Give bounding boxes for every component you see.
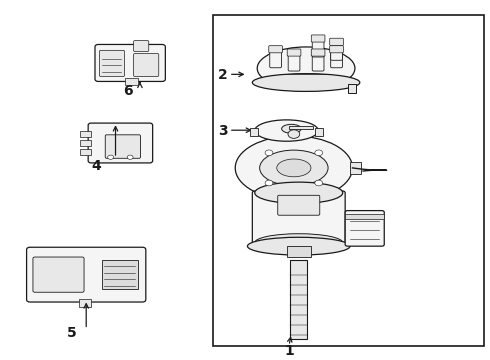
Bar	[80, 131, 91, 137]
FancyBboxPatch shape	[330, 38, 343, 45]
Circle shape	[108, 155, 114, 159]
FancyBboxPatch shape	[26, 247, 146, 302]
Text: 2: 2	[218, 68, 228, 82]
FancyBboxPatch shape	[311, 49, 325, 56]
Bar	[250, 128, 258, 136]
FancyBboxPatch shape	[312, 38, 324, 57]
Ellipse shape	[255, 182, 343, 203]
FancyBboxPatch shape	[105, 135, 141, 158]
FancyBboxPatch shape	[252, 191, 345, 244]
FancyBboxPatch shape	[278, 195, 320, 215]
Ellipse shape	[235, 136, 352, 200]
Text: 4: 4	[91, 159, 101, 173]
FancyBboxPatch shape	[345, 211, 384, 246]
FancyBboxPatch shape	[134, 41, 149, 51]
Bar	[345, 214, 384, 220]
Bar	[287, 246, 311, 257]
Circle shape	[288, 130, 300, 138]
Bar	[80, 149, 91, 155]
Bar	[213, 15, 485, 346]
FancyBboxPatch shape	[99, 50, 124, 76]
FancyBboxPatch shape	[270, 49, 281, 68]
FancyBboxPatch shape	[33, 257, 84, 292]
FancyBboxPatch shape	[330, 46, 343, 53]
Circle shape	[265, 150, 273, 156]
Bar	[80, 140, 91, 146]
Bar	[125, 78, 138, 85]
Ellipse shape	[257, 47, 355, 90]
FancyBboxPatch shape	[288, 52, 300, 71]
FancyBboxPatch shape	[331, 41, 343, 60]
Text: 5: 5	[67, 326, 76, 340]
Ellipse shape	[282, 124, 301, 133]
Ellipse shape	[277, 159, 311, 177]
Bar	[79, 299, 91, 307]
Ellipse shape	[255, 234, 343, 252]
Bar	[101, 260, 138, 289]
FancyBboxPatch shape	[287, 49, 301, 56]
Text: 6: 6	[123, 84, 133, 98]
Ellipse shape	[247, 237, 350, 255]
Bar	[290, 260, 307, 339]
Text: 3: 3	[218, 123, 228, 138]
FancyBboxPatch shape	[88, 123, 153, 163]
FancyBboxPatch shape	[95, 44, 165, 81]
Ellipse shape	[260, 150, 328, 186]
FancyBboxPatch shape	[269, 46, 282, 53]
Circle shape	[315, 180, 322, 186]
Circle shape	[265, 180, 273, 186]
Text: 1: 1	[284, 344, 294, 358]
Polygon shape	[289, 126, 314, 129]
FancyBboxPatch shape	[331, 49, 343, 68]
Bar	[350, 162, 361, 174]
FancyBboxPatch shape	[311, 35, 325, 42]
Bar	[315, 128, 323, 136]
FancyBboxPatch shape	[312, 52, 324, 71]
Ellipse shape	[252, 74, 360, 91]
Bar	[347, 84, 356, 93]
Ellipse shape	[255, 120, 318, 141]
FancyBboxPatch shape	[134, 54, 159, 76]
Circle shape	[127, 155, 133, 159]
Circle shape	[315, 150, 322, 156]
